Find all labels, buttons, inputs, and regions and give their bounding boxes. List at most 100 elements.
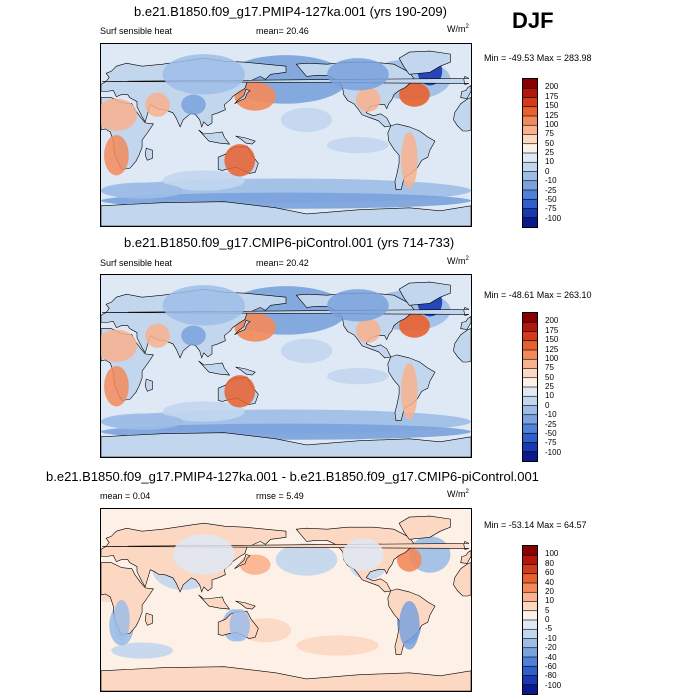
colorbar-tick-label: 100 (545, 353, 559, 363)
panel-3-title: b.e21.B1850.f09_g17.PMIP4-127ka.001 - b.… (46, 469, 539, 484)
colorbar-swatch (523, 647, 537, 658)
continent-outline (234, 320, 251, 335)
panel-3-units: W/m2 (447, 489, 469, 499)
colorbar-swatch (523, 442, 537, 453)
continent-outline (453, 328, 471, 363)
colorbar-tick-label: -100 (545, 213, 562, 223)
colorbar-swatch (523, 546, 537, 556)
continent-outline (235, 366, 256, 376)
colorbar-tick-label: -10 (545, 633, 557, 643)
colorbar-swatch (523, 359, 537, 369)
panel-2-units-base: W/m (447, 256, 466, 266)
colorbar-swatch (523, 217, 537, 227)
colorbar-tick-label: 200 (545, 316, 559, 326)
colorbar-tick-label: 0 (545, 166, 550, 176)
season-label: DJF (512, 8, 554, 33)
colorbar-swatch (523, 433, 537, 443)
land-field-patch (162, 54, 245, 95)
field-contour-patch (239, 554, 271, 575)
colorbar-swatch (523, 106, 537, 117)
panel-3-colorbar (522, 545, 538, 695)
colorbar-tick-label: -5 (545, 624, 553, 634)
panel-1-units: W/m2 (447, 24, 469, 34)
colorbar-swatch (523, 153, 537, 163)
colorbar-tick-label: 150 (545, 335, 559, 345)
colorbar-tick-label: -60 (545, 661, 557, 671)
colorbar-tick-label: 100 (545, 119, 559, 129)
colorbar-swatch (523, 396, 537, 406)
colorbar-swatch (523, 340, 537, 351)
field-contour-patch (234, 313, 276, 342)
field-contour-patch (327, 137, 389, 154)
land-field-patch (181, 325, 206, 346)
field-contour-patch (162, 170, 245, 191)
panel-2-map (100, 274, 472, 458)
landmasses (101, 515, 471, 691)
colorbar-tick-label: 75 (545, 363, 554, 373)
panel-1-colorbar (522, 78, 538, 228)
colorbar-tick-label: 10 (545, 596, 554, 606)
land-field-patch (104, 366, 129, 407)
colorbar-tick-label: 125 (545, 110, 559, 120)
colorbar-tick-label: -50 (545, 194, 557, 204)
colorbar-tick-label: -40 (545, 652, 557, 662)
colorbar-tick-label: 50 (545, 372, 554, 382)
panel-2-colorbar-canvas (523, 313, 537, 461)
colorbar-swatch (523, 322, 537, 332)
field-contour-patch (162, 401, 245, 422)
panel-1-title: b.e21.B1850.f09_g17.PMIP4-127ka.001 (yrs… (134, 4, 447, 19)
colorbar-swatch (523, 199, 537, 209)
colorbar-swatch (523, 675, 537, 686)
colorbar-swatch (523, 414, 537, 425)
colorbar-swatch (523, 116, 537, 126)
continent-outline (398, 515, 451, 540)
field-contour-patch (234, 82, 276, 111)
colorbar-tick-label: 200 (545, 82, 559, 92)
colorbar-swatch (523, 313, 537, 323)
panel-1-variable-label: Surf sensible heat (100, 26, 173, 36)
continent-outline (144, 612, 153, 626)
colorbar-tick-label: 25 (545, 382, 554, 391)
colorbar-swatch (523, 368, 537, 379)
land-field-patch (181, 94, 206, 115)
field-contour-patch (275, 543, 338, 576)
colorbar-tick-label: 10 (545, 157, 554, 167)
field-contour-patch (280, 107, 333, 132)
colorbar-swatch (523, 97, 537, 108)
panel-2-mean-label: mean= 20.42 (256, 258, 309, 268)
continent-outline (460, 316, 471, 330)
colorbar-swatch (523, 555, 537, 565)
panel-1-map-canvas (101, 44, 471, 226)
colorbar-swatch (523, 684, 537, 694)
panel-3-colorbar-canvas (523, 546, 537, 694)
colorbar-swatch (523, 350, 537, 360)
land-field-patch (401, 131, 418, 189)
colorbar-tick-label: 5 (545, 605, 550, 615)
continent-outline (453, 97, 471, 132)
panel-1-mean-label: mean= 20.46 (256, 26, 309, 36)
land-field-patch (401, 362, 418, 420)
colorbar-tick-label: 60 (545, 568, 554, 578)
continent-outline (101, 432, 471, 457)
colorbar-swatch (523, 162, 537, 172)
land-field-patch (229, 609, 251, 642)
continent-outline (398, 281, 451, 306)
panel-1-units-base: W/m (447, 24, 466, 34)
colorbar-swatch (523, 405, 537, 416)
land-field-patch (327, 58, 389, 91)
colorbar-swatch (523, 601, 537, 612)
field-contour-patch (111, 642, 173, 659)
colorbar-tick-label: -75 (545, 204, 557, 214)
colorbar-tick-label: -25 (545, 185, 557, 195)
landmasses (101, 50, 471, 226)
land-field-patch (145, 323, 170, 348)
land-field-patch (104, 135, 129, 176)
colorbar-swatch (523, 134, 537, 145)
land-field-patch (162, 285, 245, 326)
colorbar-tick-label: -10 (545, 176, 557, 186)
continent-outline (235, 600, 256, 610)
continent-outline (144, 378, 153, 392)
colorbar-swatch (523, 564, 537, 575)
colorbar-swatch (523, 377, 537, 388)
panel-2-map-canvas (101, 275, 471, 457)
